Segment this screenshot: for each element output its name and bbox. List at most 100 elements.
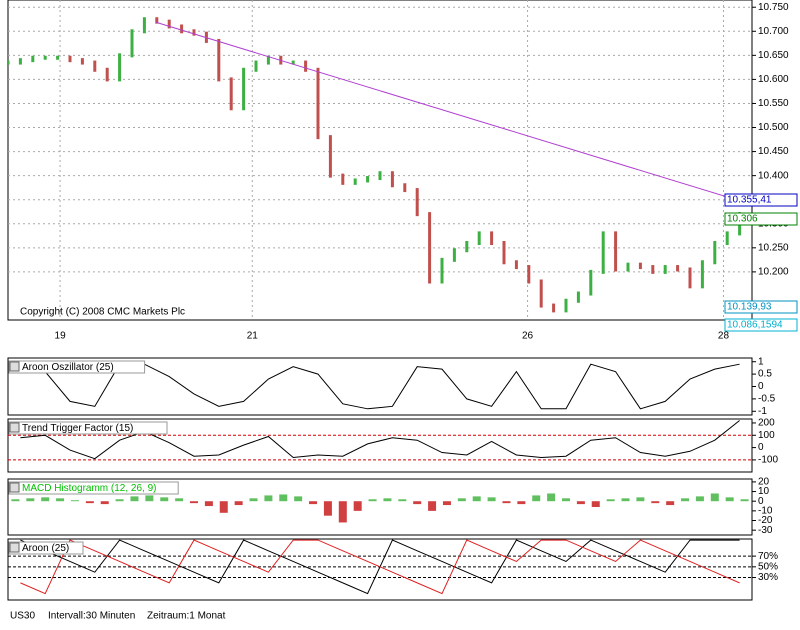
- y-tick-label: 30%: [758, 572, 778, 583]
- panel-frame: [7, 0, 753, 321]
- candle: [18, 58, 22, 65]
- y-tick-label: 0: [758, 442, 764, 453]
- candle: [118, 53, 122, 82]
- panel-title: Aroon (25): [22, 543, 69, 554]
- histogram-bar: [175, 498, 184, 502]
- histogram-bar: [368, 499, 377, 502]
- candle: [341, 173, 345, 185]
- panel-label-box: [8, 481, 179, 495]
- histogram-bar: [11, 499, 20, 502]
- histogram-bar: [681, 498, 690, 502]
- histogram-bar: [532, 495, 541, 502]
- candle: [527, 265, 531, 284]
- histogram-bar: [219, 501, 228, 513]
- histogram-bar: [695, 496, 704, 502]
- price-label: 10.139,93: [727, 302, 772, 313]
- price-label-box: [724, 318, 798, 332]
- histogram-bar: [383, 498, 392, 502]
- y-tick-label: 10.750: [758, 2, 789, 13]
- x-tick-label: 28: [718, 331, 730, 342]
- price-label: 10.306: [727, 214, 758, 225]
- candle: [452, 248, 456, 262]
- close-icon: [9, 482, 20, 493]
- candle: [316, 67, 320, 140]
- y-tick-label: 200: [758, 418, 775, 429]
- panel-frame: [7, 478, 753, 536]
- close-icon: [9, 361, 20, 372]
- candle: [254, 60, 258, 72]
- price-label: 10.355,41: [727, 195, 772, 206]
- histogram-bar: [740, 499, 749, 502]
- candle: [43, 55, 47, 60]
- histogram-bar: [41, 497, 50, 502]
- candle: [465, 241, 469, 253]
- candle: [564, 298, 568, 313]
- histogram-bar: [70, 500, 79, 502]
- y-tick-label: -10: [758, 506, 773, 517]
- candle: [56, 55, 60, 60]
- candle: [502, 241, 506, 265]
- candle: [229, 77, 233, 111]
- candle: [378, 171, 382, 181]
- candle: [266, 55, 270, 65]
- candle: [477, 231, 481, 246]
- x-tick-label: 19: [55, 331, 67, 342]
- candle: [242, 67, 246, 111]
- indicator-line: [20, 539, 740, 595]
- plot: [8, 539, 752, 595]
- candle: [403, 183, 407, 193]
- histogram-bar: [130, 496, 139, 502]
- histogram-bar: [562, 498, 570, 502]
- candle: [713, 241, 717, 265]
- candle: [428, 212, 432, 284]
- candle: [31, 55, 35, 63]
- symbol: US30: [10, 611, 35, 622]
- panel-title: Trend Trigger Factor (15): [22, 423, 133, 434]
- candle: [328, 135, 332, 178]
- histogram-bar: [591, 501, 600, 507]
- histogram-bar: [309, 501, 318, 505]
- candle: [552, 303, 556, 313]
- panel-title: Aroon Oszillator (25): [22, 362, 114, 373]
- period: Zeitraum:1 Monat: [147, 611, 226, 622]
- candle: [638, 262, 642, 270]
- candle: [366, 176, 370, 183]
- histogram-bar: [636, 497, 645, 502]
- candle: [576, 291, 580, 303]
- candle: [192, 29, 196, 36]
- y-tick-label: 10.600: [758, 74, 789, 85]
- histogram-bar: [710, 493, 719, 502]
- histogram-bar: [517, 501, 526, 505]
- candle: [217, 38, 221, 82]
- candle: [700, 260, 704, 289]
- interval: Intervall:30 Minuten: [48, 611, 135, 622]
- histogram-bar: [100, 501, 109, 505]
- histogram-bar: [621, 498, 630, 502]
- price-label: 10.086,1594: [727, 320, 783, 331]
- y-tick-label: -30: [758, 525, 773, 536]
- price-label-box: [724, 300, 798, 314]
- histogram-bar: [264, 495, 273, 502]
- candle: [68, 55, 72, 63]
- candle: [663, 265, 667, 274]
- y-tick-label: 10.450: [758, 146, 789, 157]
- histogram-bar: [576, 501, 585, 505]
- candle: [415, 188, 419, 217]
- price-label-box: [724, 193, 798, 207]
- candle: [8, 60, 10, 65]
- candle: [390, 171, 394, 188]
- y-tick-label: 10.650: [758, 50, 789, 61]
- panel-label-box: [8, 360, 146, 374]
- copyright: Copyright (C) 2008 CMC Markets Plc: [20, 307, 185, 318]
- histogram-bar: [606, 499, 615, 502]
- histogram-bar: [204, 501, 213, 507]
- candle: [291, 60, 295, 65]
- y-tick-label: -1: [758, 406, 767, 417]
- histogram-bar: [190, 501, 198, 504]
- histogram-bar: [472, 496, 481, 502]
- candle: [440, 257, 444, 284]
- candle: [105, 67, 109, 82]
- y-tick-label: 10.200: [758, 267, 789, 278]
- y-tick-label: 10.500: [758, 122, 789, 133]
